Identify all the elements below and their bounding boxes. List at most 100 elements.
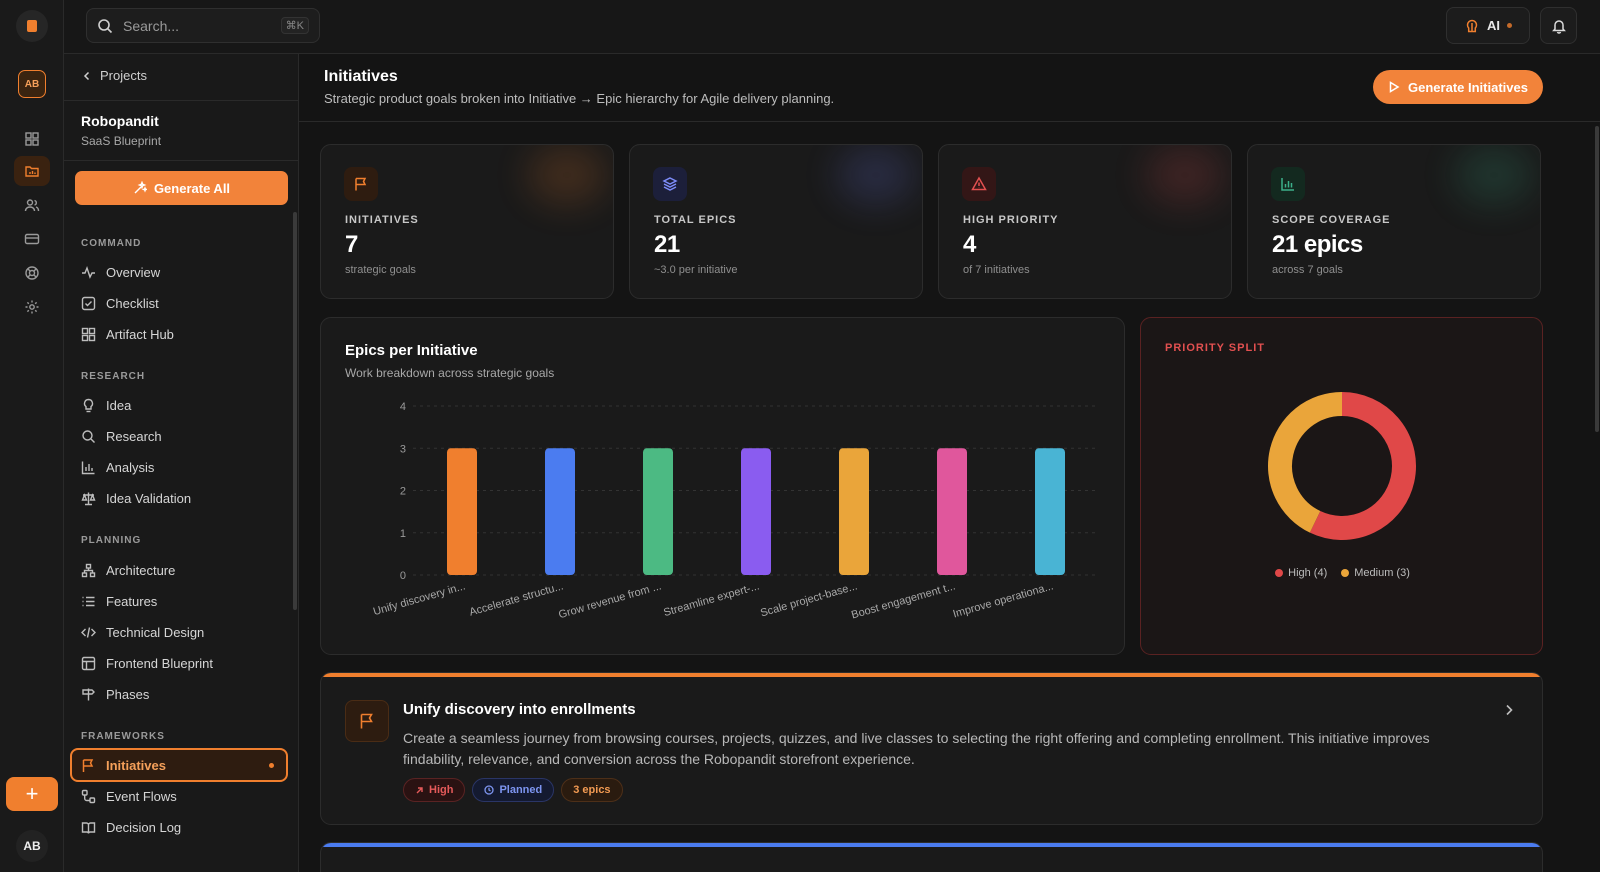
nav-item-initiatives[interactable]: Initiatives bbox=[70, 748, 288, 782]
priority-label: High bbox=[429, 784, 454, 796]
section-research: RESEARCH bbox=[81, 371, 146, 382]
main-scrollbar[interactable] bbox=[1595, 126, 1599, 432]
nav-item-frontend-blueprint[interactable]: Frontend Blueprint bbox=[81, 650, 289, 676]
nav-label: Research bbox=[106, 428, 162, 444]
stat-card-total-epics: TOTAL EPICS 21 ~3.0 per initiative bbox=[629, 144, 923, 299]
initiative-accent-bar bbox=[321, 673, 1542, 677]
sidebar-scrollbar[interactable] bbox=[293, 212, 297, 610]
nav-item-overview[interactable]: Overview bbox=[81, 259, 289, 285]
nav-item-research[interactable]: Research bbox=[81, 423, 289, 449]
nav-label: Event Flows bbox=[106, 788, 177, 804]
users-icon[interactable] bbox=[14, 190, 50, 220]
x-tick-label: Grow revenue from ... bbox=[557, 580, 663, 621]
project-header: Robopandit SaaS Blueprint bbox=[81, 113, 161, 148]
initiative-card[interactable]: Unify discovery into enrollments Create … bbox=[320, 672, 1543, 825]
search-input[interactable]: Search... ⌘K bbox=[86, 8, 320, 43]
epics-per-initiative-card: Epics per Initiative Work breakdown acro… bbox=[320, 317, 1125, 655]
create-plus-button[interactable]: + bbox=[6, 777, 58, 811]
nav-item-event-flows[interactable]: Event Flows bbox=[81, 783, 289, 809]
initiative-tags: High Planned 3 epics bbox=[403, 778, 623, 802]
legend-swatch bbox=[1341, 569, 1350, 577]
card-glow bbox=[1145, 145, 1225, 205]
notifications-button[interactable] bbox=[1540, 7, 1577, 44]
section-frameworks: FRAMEWORKS bbox=[81, 731, 165, 742]
nav-item-phases[interactable]: Phases bbox=[81, 681, 289, 707]
nav-item-decision-log[interactable]: Decision Log bbox=[81, 814, 289, 840]
scale-icon bbox=[81, 492, 96, 505]
icon-rail: AB + AB bbox=[0, 0, 64, 872]
nav-item-checklist[interactable]: Checklist bbox=[81, 290, 289, 316]
clock-icon bbox=[484, 785, 495, 795]
x-tick-label: Accelerate structu... bbox=[468, 580, 565, 618]
generate-all-label: Generate All bbox=[153, 180, 231, 196]
stat-hint: of 7 initiatives bbox=[963, 264, 1030, 276]
generate-initiatives-button[interactable]: Generate Initiatives bbox=[1373, 70, 1543, 104]
chevron-right-icon[interactable] bbox=[1503, 703, 1515, 717]
nav-item-idea[interactable]: Idea bbox=[81, 392, 289, 418]
signpost-icon bbox=[82, 688, 95, 700]
bar-chart-icon bbox=[81, 461, 95, 474]
page-title: Initiatives bbox=[324, 68, 398, 85]
workflow-icon bbox=[81, 789, 96, 803]
status-badge: Planned bbox=[472, 778, 555, 802]
ai-status-dot bbox=[1507, 23, 1512, 28]
initiative-card-next[interactable] bbox=[320, 842, 1543, 872]
book-open-icon bbox=[81, 821, 96, 834]
nav-label: Architecture bbox=[106, 562, 176, 578]
bar-chart-icon bbox=[1271, 167, 1305, 201]
stat-hint: ~3.0 per initiative bbox=[654, 264, 738, 276]
card-glow bbox=[527, 145, 607, 205]
epics-bar-chart: 0 1 2 3 4 Unify discovery in... Accelerate str… bbox=[372, 401, 1099, 622]
nav-item-features[interactable]: Features bbox=[81, 588, 289, 614]
card-glow bbox=[836, 145, 916, 205]
arrow-up-right-icon bbox=[416, 786, 423, 793]
nav-item-architecture[interactable]: Architecture bbox=[81, 557, 289, 583]
ai-brain-icon bbox=[1466, 19, 1478, 32]
legend-label: Medium (3) bbox=[1354, 567, 1410, 579]
x-tick-label: Improve operationa... bbox=[952, 580, 1055, 620]
play-icon bbox=[1389, 81, 1400, 93]
projects-folder-icon[interactable] bbox=[14, 156, 50, 186]
bar bbox=[447, 448, 477, 575]
legend-item-high: High (4) bbox=[1275, 567, 1327, 579]
nav-label: Initiatives bbox=[106, 757, 166, 773]
nav-item-analysis[interactable]: Analysis bbox=[81, 454, 289, 480]
page-header: Initiatives Strategic product goals brok… bbox=[299, 54, 1600, 122]
billing-card-icon[interactable] bbox=[14, 224, 50, 254]
back-to-projects-link[interactable]: Projects bbox=[82, 68, 147, 83]
project-subtitle: SaaS Blueprint bbox=[81, 134, 162, 148]
stat-label: TOTAL EPICS bbox=[654, 214, 737, 226]
flag-icon bbox=[344, 167, 378, 201]
workspace-avatar[interactable]: AB bbox=[18, 70, 46, 98]
layers-icon bbox=[653, 167, 687, 201]
legend-swatch bbox=[1275, 569, 1284, 577]
generate-all-button[interactable]: Generate All bbox=[75, 171, 288, 205]
stat-label: INITIATIVES bbox=[345, 214, 419, 226]
flag-icon bbox=[345, 700, 389, 742]
support-lifebuoy-icon[interactable] bbox=[14, 258, 50, 288]
y-tick-label: 4 bbox=[400, 401, 406, 413]
bar bbox=[643, 448, 673, 575]
ai-label: AI bbox=[1487, 18, 1500, 33]
nav-item-artifact-hub[interactable]: Artifact Hub bbox=[81, 321, 289, 347]
nav-item-technical-design[interactable]: Technical Design bbox=[81, 619, 289, 645]
main-content: Initiatives Strategic product goals brok… bbox=[299, 54, 1600, 872]
dashboard-icon[interactable] bbox=[14, 124, 50, 154]
y-tick-label: 1 bbox=[400, 528, 406, 540]
nav-item-idea-validation[interactable]: Idea Validation bbox=[81, 485, 289, 511]
chevron-left-icon bbox=[83, 71, 90, 80]
initiative-accent-bar bbox=[321, 843, 1542, 847]
legend-item-medium: Medium (3) bbox=[1341, 567, 1410, 579]
app-logo[interactable] bbox=[16, 10, 48, 42]
settings-gear-icon[interactable] bbox=[14, 292, 50, 322]
pie-slice-medium bbox=[1268, 392, 1343, 533]
search-icon bbox=[82, 429, 95, 443]
project-name: Robopandit bbox=[81, 113, 159, 129]
bar bbox=[839, 448, 869, 575]
section-command: COMMAND bbox=[81, 238, 142, 249]
legend-label: High (4) bbox=[1288, 567, 1328, 579]
nav-label: Analysis bbox=[106, 459, 155, 475]
stat-card-initiatives: INITIATIVES 7 strategic goals bbox=[320, 144, 614, 299]
ai-assistant-button[interactable]: AI bbox=[1446, 7, 1530, 44]
user-avatar[interactable]: AB bbox=[16, 830, 48, 862]
